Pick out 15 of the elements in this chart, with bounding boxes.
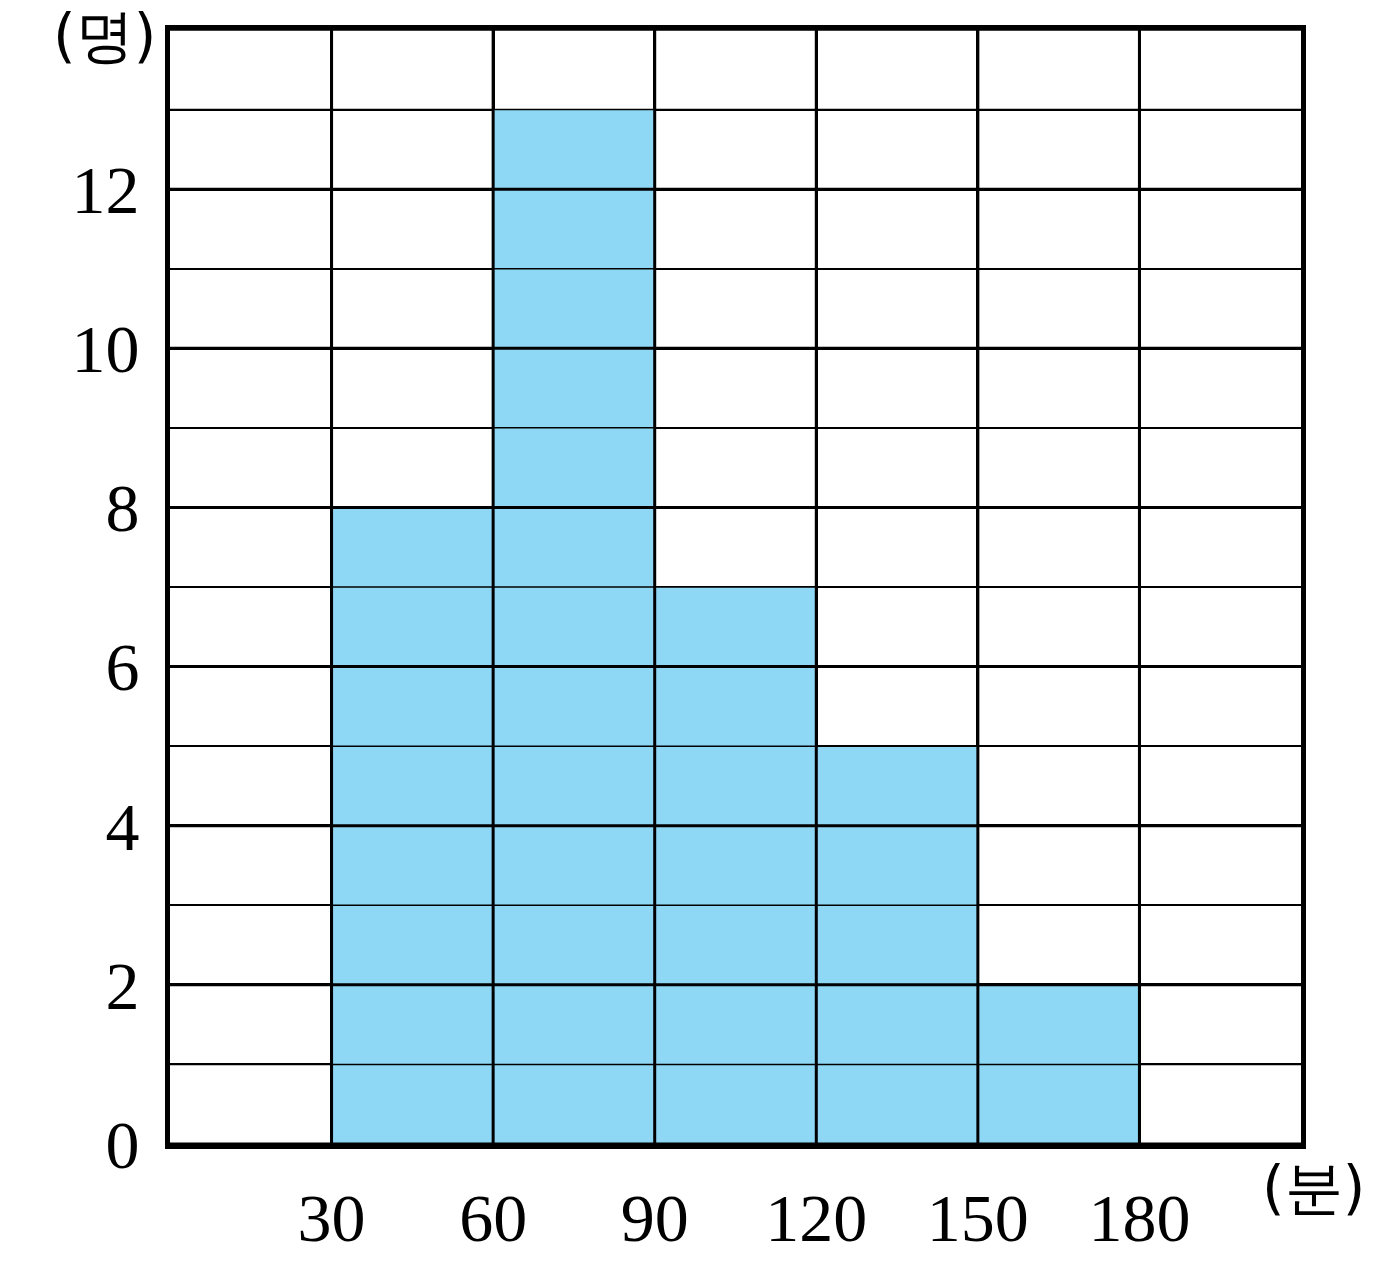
y-tick-label: 10 (71, 311, 140, 388)
x-tick-label: 150 (926, 1179, 1029, 1256)
y-tick-label: 2 (105, 947, 140, 1024)
x-tick-label: 180 (1088, 1179, 1191, 1256)
x-axis-title: (분) (1262, 1154, 1366, 1222)
y-tick-label: 4 (105, 788, 140, 865)
y-tick-label: 6 (105, 629, 140, 706)
x-tick-label: 90 (620, 1179, 689, 1256)
y-axis-title: (명) (53, 2, 157, 70)
y-tick-label: 8 (105, 470, 140, 547)
x-tick-label: 30 (297, 1179, 366, 1256)
x-tick-label: 120 (765, 1179, 868, 1256)
y-tick-label: 12 (71, 151, 140, 228)
x-tick-label: 60 (459, 1179, 528, 1256)
y-tick-label: 0 (105, 1106, 140, 1183)
